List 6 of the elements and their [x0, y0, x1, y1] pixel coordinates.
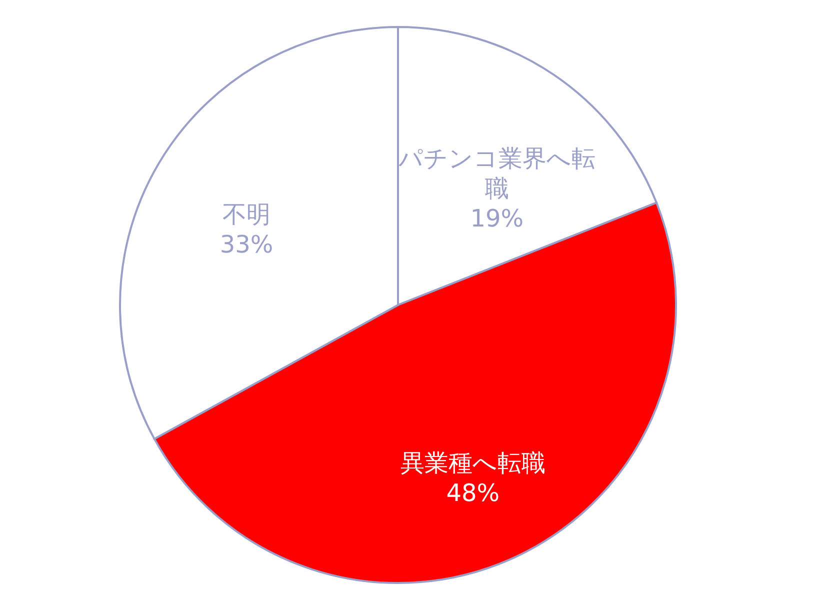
- data-label: 33%: [220, 230, 274, 258]
- slice-label: 不明: [222, 200, 271, 228]
- slice-label: 異業種へ転職: [400, 449, 546, 478]
- data-label: 48%: [446, 479, 500, 508]
- slice-label: パチンコ業界へ転職: [397, 144, 596, 202]
- data-label: 19%: [470, 204, 524, 232]
